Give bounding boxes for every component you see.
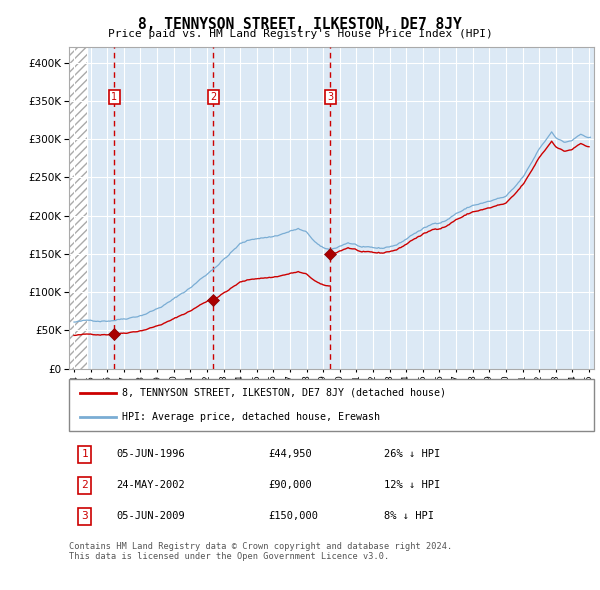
Text: 1: 1 — [82, 450, 88, 459]
Text: 1: 1 — [111, 92, 117, 102]
Bar — [69, 47, 87, 369]
Text: HPI: Average price, detached house, Erewash: HPI: Average price, detached house, Erew… — [121, 412, 380, 422]
Text: £44,950: £44,950 — [269, 450, 312, 459]
Text: 8, TENNYSON STREET, ILKESTON, DE7 8JY: 8, TENNYSON STREET, ILKESTON, DE7 8JY — [138, 17, 462, 31]
Text: 2: 2 — [82, 480, 88, 490]
Text: 3: 3 — [327, 92, 333, 102]
Text: 8% ↓ HPI: 8% ↓ HPI — [384, 512, 434, 521]
Text: Contains HM Land Registry data © Crown copyright and database right 2024.
This d: Contains HM Land Registry data © Crown c… — [69, 542, 452, 561]
Text: 26% ↓ HPI: 26% ↓ HPI — [384, 450, 440, 459]
Text: £150,000: £150,000 — [269, 512, 319, 521]
Text: Price paid vs. HM Land Registry's House Price Index (HPI): Price paid vs. HM Land Registry's House … — [107, 29, 493, 39]
Text: 05-JUN-1996: 05-JUN-1996 — [116, 450, 185, 459]
FancyBboxPatch shape — [69, 379, 594, 431]
Text: 12% ↓ HPI: 12% ↓ HPI — [384, 480, 440, 490]
Text: 2: 2 — [210, 92, 217, 102]
Text: 8, TENNYSON STREET, ILKESTON, DE7 8JY (detached house): 8, TENNYSON STREET, ILKESTON, DE7 8JY (d… — [121, 388, 445, 398]
Text: 05-JUN-2009: 05-JUN-2009 — [116, 512, 185, 521]
Text: 24-MAY-2002: 24-MAY-2002 — [116, 480, 185, 490]
Bar — [69, 47, 87, 369]
Text: 3: 3 — [82, 512, 88, 521]
Text: £90,000: £90,000 — [269, 480, 312, 490]
